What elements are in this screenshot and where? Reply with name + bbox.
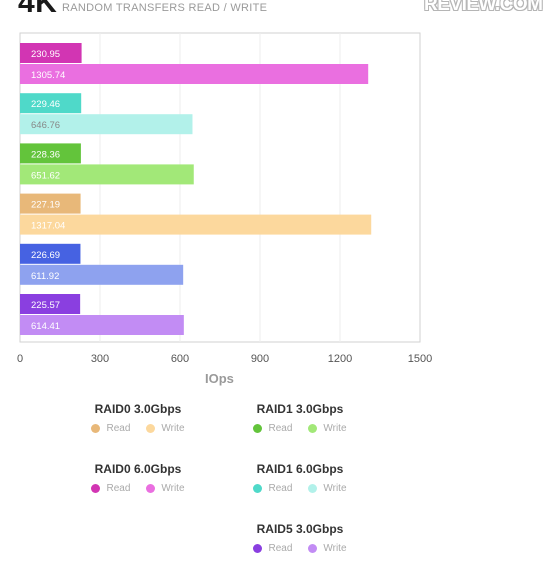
bar-write <box>20 64 369 84</box>
legend-read[interactable]: Read <box>91 423 130 434</box>
bar-write-label: 646.76 <box>31 120 60 131</box>
legend-write[interactable]: Write <box>146 423 185 434</box>
plot-frame <box>19 32 421 343</box>
read-swatch-icon <box>91 424 101 433</box>
legend-raid0-3g[interactable]: RAID0 3.0Gbps Read Write <box>68 402 208 434</box>
bar-write-label: 1317.04 <box>31 221 65 232</box>
x-tick-label: 1200 <box>328 353 352 365</box>
bar-read <box>20 243 81 264</box>
legend-write-label: Write <box>161 483 185 494</box>
bar-write-label: 614.41 <box>31 321 60 332</box>
bar-write <box>20 114 193 135</box>
legend-read[interactable]: Read <box>253 423 292 434</box>
legend-read[interactable]: Read <box>253 483 292 494</box>
bar-read <box>20 193 81 214</box>
write-swatch-icon <box>308 484 318 493</box>
legend-title: RAID0 3.0Gbps <box>94 402 182 416</box>
bar-read <box>20 93 82 114</box>
legend-write[interactable]: Write <box>308 543 347 554</box>
legend-read-label: Read <box>106 423 131 434</box>
x-tick-label: 600 <box>171 353 189 365</box>
read-swatch-icon <box>91 484 101 493</box>
legend-write-label: Write <box>161 423 185 434</box>
write-swatch-icon <box>308 544 318 553</box>
bar-read <box>20 43 82 63</box>
x-tick-label: 900 <box>251 353 269 365</box>
bar-write <box>20 315 184 335</box>
site-logo: REVIEW.COM <box>424 0 543 15</box>
legend-read[interactable]: Read <box>253 543 292 554</box>
legend-read-label: Read <box>268 483 293 494</box>
bar-read-label: 226.69 <box>31 250 60 261</box>
legend-title: RAID0 6.0Gbps <box>94 462 182 476</box>
legend-read-label: Read <box>268 423 293 434</box>
x-tick-label: 300 <box>91 353 109 365</box>
legend-read-label: Read <box>106 483 131 494</box>
legend-title: RAID1 6.0Gbps <box>256 462 344 476</box>
x-tick-label: 1500 <box>408 353 432 365</box>
write-swatch-icon <box>146 484 156 493</box>
legend-write[interactable]: Write <box>308 423 347 434</box>
chart-title: 4K <box>18 0 58 19</box>
legend-write-label: Write <box>323 543 347 554</box>
read-swatch-icon <box>253 544 263 553</box>
legend-write-label: Write <box>323 483 347 494</box>
legend-write[interactable]: Write <box>308 483 347 494</box>
x-tick-label: 0 <box>17 353 23 365</box>
legend-read-label: Read <box>268 543 293 554</box>
bar-read-label: 227.19 <box>31 200 60 211</box>
bar-write <box>20 264 184 285</box>
legend-raid0-6g[interactable]: RAID0 6.0Gbps Read Write <box>68 462 208 494</box>
legend-raid5-3g[interactable]: RAID5 3.0Gbps Read Write <box>230 522 370 554</box>
read-swatch-icon <box>253 424 263 433</box>
legend-raid1-6g[interactable]: RAID1 6.0Gbps Read Write <box>230 462 370 494</box>
chart-subtitle: RANDOM TRANSFERS READ / WRITE <box>62 2 268 14</box>
legend-read[interactable]: Read <box>91 483 130 494</box>
write-swatch-icon <box>146 424 156 433</box>
bar-read-label: 229.46 <box>31 99 60 110</box>
bar-write-label: 1305.74 <box>31 70 65 81</box>
bar-read <box>20 294 81 314</box>
bar-read-label: 225.57 <box>31 300 60 311</box>
bar-read-label: 228.36 <box>31 149 60 160</box>
legend-title: RAID1 3.0Gbps <box>256 402 344 416</box>
legend-title: RAID5 3.0Gbps <box>256 522 344 536</box>
legend-write-label: Write <box>323 423 347 434</box>
bar-write <box>20 214 372 235</box>
bar-read-label: 230.95 <box>31 49 60 60</box>
bar-write-label: 651.62 <box>31 170 60 181</box>
legend-raid1-3g[interactable]: RAID1 3.0Gbps Read Write <box>230 402 370 434</box>
x-axis-label: IOps <box>205 371 234 386</box>
legend-write[interactable]: Write <box>146 483 185 494</box>
write-swatch-icon <box>308 424 318 433</box>
chart-plot: 0 300 600 900 1200 1500 230.95 1305.74 229.46 646… <box>17 32 432 365</box>
bar-read <box>20 143 81 164</box>
bar-write-label: 611.92 <box>31 271 59 282</box>
read-swatch-icon <box>253 484 263 493</box>
bar-write <box>20 164 194 185</box>
